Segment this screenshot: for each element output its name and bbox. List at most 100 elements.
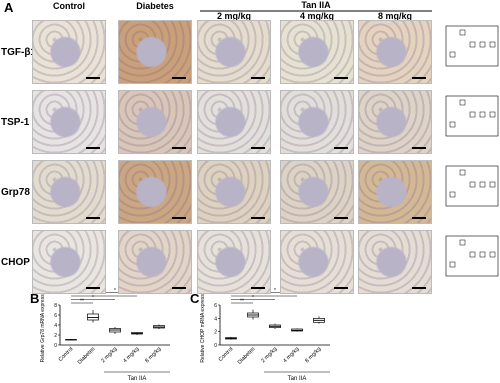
mini-box xyxy=(489,181,496,188)
sig-label: * xyxy=(92,295,94,301)
micrograph xyxy=(197,90,271,154)
micrograph xyxy=(118,20,192,84)
y-tick-label: 4 xyxy=(214,316,217,322)
mini-box xyxy=(469,251,476,258)
scale-bar xyxy=(172,147,186,149)
panel-label: A xyxy=(4,0,14,15)
mini-plot xyxy=(445,235,499,277)
scale-bar xyxy=(334,217,348,219)
column-label: 2 mg/kg xyxy=(217,11,251,21)
scale-bar xyxy=(86,287,100,289)
y-tick-label: 8 xyxy=(54,303,57,309)
mini-box xyxy=(469,111,476,118)
y-tick-label: 6 xyxy=(214,303,217,309)
mini-box xyxy=(479,181,486,188)
mini-plot xyxy=(445,95,499,137)
mini-box xyxy=(479,251,486,258)
micrograph xyxy=(280,230,354,294)
micrograph xyxy=(280,90,354,154)
mini-box xyxy=(479,41,486,48)
column-label: Control xyxy=(53,1,85,11)
scale-bar xyxy=(412,147,426,149)
scale-bar xyxy=(251,77,265,79)
scale-bar xyxy=(334,147,348,149)
x-tick-label: 4 mg/kg xyxy=(282,346,300,364)
scale-bar xyxy=(86,77,100,79)
mini-plot xyxy=(445,25,499,67)
scale-bar xyxy=(251,287,265,289)
y-axis-label: Relative Grp78 mRNA expression xyxy=(40,287,46,362)
scale-bar xyxy=(251,147,265,149)
column-label: 8 mg/kg xyxy=(378,11,412,21)
sig-label: ** xyxy=(240,299,244,305)
mini-box xyxy=(459,29,466,36)
x-tick-label: Control xyxy=(218,346,235,363)
micrograph xyxy=(197,230,271,294)
x-tick-label: 2 mg/kg xyxy=(100,346,118,364)
mini-box xyxy=(489,111,496,118)
micrograph xyxy=(32,230,106,294)
mini-box xyxy=(449,191,456,198)
micrograph xyxy=(358,90,432,154)
micrograph xyxy=(197,160,271,224)
mini-box xyxy=(479,111,486,118)
group-label: Tan IIA xyxy=(128,376,147,382)
y-tick-label: 0 xyxy=(214,343,217,349)
scale-bar xyxy=(86,147,100,149)
scale-bar xyxy=(172,287,186,289)
micrograph xyxy=(197,20,271,84)
micrograph xyxy=(32,90,106,154)
scale-bar xyxy=(412,77,426,79)
x-tick-label: 2 mg/kg xyxy=(260,346,278,364)
row-label: TGF-β1 xyxy=(1,47,36,58)
mini-plot xyxy=(445,165,499,207)
mini-box xyxy=(489,41,496,48)
panel-label: C xyxy=(190,291,200,306)
y-tick-label: 2 xyxy=(214,330,217,336)
scale-bar xyxy=(172,77,186,79)
mini-box xyxy=(489,251,496,258)
panel-label: B xyxy=(30,291,39,306)
micrograph xyxy=(358,20,432,84)
sig-label: * xyxy=(263,292,265,298)
micrograph xyxy=(280,160,354,224)
x-tick-label: 4 mg/kg xyxy=(122,346,140,364)
micrograph xyxy=(118,90,192,154)
group-label: Tan IIA xyxy=(288,376,307,382)
group-label: Tan IIA xyxy=(301,0,331,10)
micrograph xyxy=(358,230,432,294)
mini-box xyxy=(469,181,476,188)
micrograph xyxy=(118,160,192,224)
scale-bar xyxy=(412,217,426,219)
x-tick-label: Control xyxy=(58,346,75,363)
sig-label: * xyxy=(114,288,116,294)
scale-bar xyxy=(86,217,100,219)
x-tick-label: Diabetes xyxy=(237,346,257,366)
y-axis-label: Relative CHOP mRNA expression xyxy=(200,287,206,362)
micrograph xyxy=(358,160,432,224)
mini-box xyxy=(459,99,466,106)
row-label: Grp78 xyxy=(1,187,30,198)
micrograph xyxy=(118,230,192,294)
y-tick-label: 0 xyxy=(54,343,57,349)
column-label: 4 mg/kg xyxy=(300,11,334,21)
micrograph xyxy=(280,20,354,84)
micrograph xyxy=(32,20,106,84)
scale-bar xyxy=(334,287,348,289)
micrograph xyxy=(32,160,106,224)
x-tick-label: 8 mg/kg xyxy=(304,346,322,364)
mini-box xyxy=(459,239,466,246)
scale-bar xyxy=(251,217,265,219)
y-tick-label: 6 xyxy=(54,313,57,319)
x-tick-label: Diabetes xyxy=(77,346,97,366)
y-tick-label: 2 xyxy=(54,333,57,339)
sig-label: * xyxy=(252,295,254,301)
mini-box xyxy=(449,261,456,268)
scale-bar xyxy=(334,77,348,79)
x-tick-label: 8 mg/kg xyxy=(144,346,162,364)
mini-box xyxy=(449,121,456,128)
column-label: Diabetes xyxy=(136,1,174,11)
mini-box xyxy=(449,51,456,58)
